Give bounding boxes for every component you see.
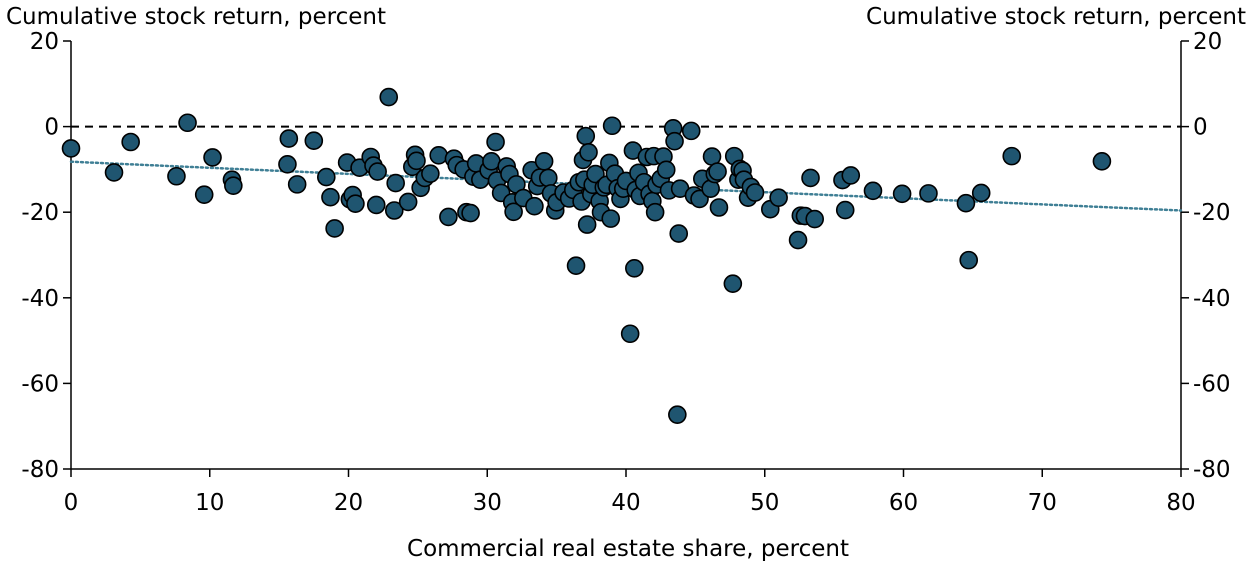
x-tick-label: 70 xyxy=(1028,490,1057,516)
data-point xyxy=(224,176,243,195)
data-point xyxy=(863,181,883,201)
data-point xyxy=(971,183,991,203)
data-point xyxy=(486,132,505,152)
y-tick-label-left: -80 xyxy=(21,457,59,483)
data-point xyxy=(384,201,404,220)
data-point xyxy=(121,132,140,152)
axes: 20 200 0-20 -20-40 -40-60 -60-80 -800 10 20 30 40 5… xyxy=(21,29,1230,516)
data-point xyxy=(167,166,186,186)
data-point xyxy=(407,151,426,171)
x-tick-label: 60 xyxy=(889,490,918,516)
y-axis-title-right: Cumulative stock return, percent xyxy=(866,4,1246,30)
x-tick-label: 40 xyxy=(611,490,640,516)
data-point xyxy=(566,256,586,276)
data-point xyxy=(586,164,605,184)
data-point xyxy=(959,250,979,270)
x-tick-label: 80 xyxy=(1166,490,1195,516)
data-point xyxy=(669,224,689,243)
y-tick-label-left: 20 xyxy=(30,29,59,55)
y-tick-label-left: -60 xyxy=(21,371,59,397)
data-point xyxy=(194,185,214,204)
data-point xyxy=(178,113,197,133)
data-point xyxy=(279,129,299,148)
data-point xyxy=(625,258,644,278)
data-point xyxy=(668,405,687,424)
data-point xyxy=(538,168,558,188)
data-points xyxy=(61,87,1112,424)
data-point xyxy=(482,151,501,171)
y-tick-label-right: 20 xyxy=(1193,29,1222,55)
data-point xyxy=(504,202,523,222)
x-tick-label: 30 xyxy=(473,490,502,516)
data-point xyxy=(709,198,729,217)
y-tick-label-left: -20 xyxy=(21,200,59,226)
data-point xyxy=(203,148,222,167)
x-tick-label: 50 xyxy=(750,490,779,516)
data-point xyxy=(104,163,124,182)
data-point xyxy=(602,116,622,136)
data-point xyxy=(287,175,307,194)
data-point xyxy=(576,126,596,146)
data-point xyxy=(665,131,684,151)
data-point xyxy=(398,192,418,212)
data-point xyxy=(439,207,458,227)
data-point xyxy=(1092,151,1112,171)
data-point xyxy=(745,183,765,202)
y-tick-label-right: -80 xyxy=(1193,457,1231,483)
data-point xyxy=(835,200,855,220)
x-axis-title: Commercial real estate share, percent xyxy=(407,536,849,562)
data-point xyxy=(386,173,405,193)
data-point xyxy=(579,142,598,162)
y-axis-title-left: Cumulative stock return, percent xyxy=(6,4,386,30)
data-point xyxy=(379,87,399,107)
data-point xyxy=(325,219,344,238)
y-tick-label-right: -20 xyxy=(1193,200,1231,226)
data-point xyxy=(461,203,480,223)
data-point xyxy=(304,131,324,151)
data-point xyxy=(919,184,938,203)
data-point xyxy=(61,139,81,158)
y-tick-label-right: -60 xyxy=(1193,371,1231,397)
data-point xyxy=(534,151,554,171)
data-point xyxy=(805,209,825,229)
data-point xyxy=(278,154,297,174)
data-point xyxy=(620,324,640,344)
data-point xyxy=(368,162,387,181)
data-point xyxy=(1002,146,1022,166)
data-point xyxy=(601,209,621,228)
data-point xyxy=(681,121,701,141)
data-point xyxy=(577,215,597,234)
data-point xyxy=(316,167,336,187)
data-point xyxy=(788,230,808,250)
y-tick-label-right: 0 xyxy=(1193,115,1208,141)
data-point xyxy=(421,164,440,183)
x-tick-label: 0 xyxy=(64,490,79,516)
data-point xyxy=(656,160,676,180)
y-tick-label-left: 0 xyxy=(44,115,59,141)
data-point xyxy=(956,193,976,213)
data-point xyxy=(769,188,788,207)
x-tick-label: 10 xyxy=(195,490,224,516)
x-tick-label: 20 xyxy=(334,490,363,516)
data-point xyxy=(892,184,912,204)
data-point xyxy=(346,194,365,213)
data-point xyxy=(645,202,665,222)
data-point xyxy=(841,166,861,185)
data-point xyxy=(708,162,727,181)
y-tick-label-right: -40 xyxy=(1193,286,1231,312)
data-point xyxy=(801,168,820,188)
data-point xyxy=(321,187,340,207)
data-point xyxy=(525,196,544,216)
y-tick-label-left: -40 xyxy=(21,286,59,312)
data-point xyxy=(429,145,448,165)
data-point xyxy=(366,195,386,215)
data-point xyxy=(723,274,743,293)
